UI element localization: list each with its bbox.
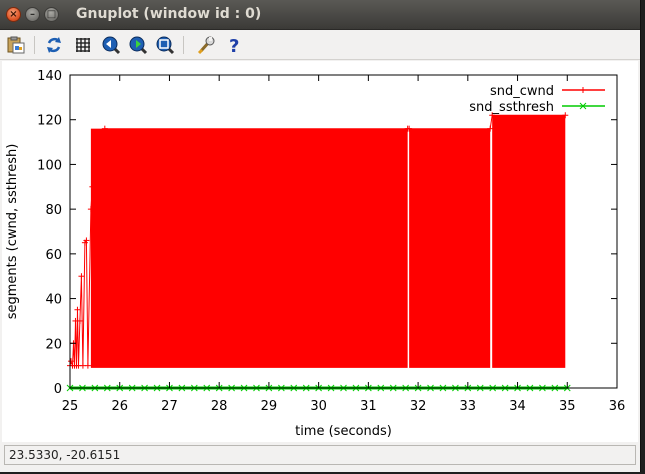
y-tick-label: 40 — [45, 293, 62, 308]
cwnd-point-13 — [83, 237, 90, 244]
x-tick-label: 27 — [161, 399, 178, 414]
cwnd-point-7 — [74, 306, 81, 313]
x-tick-label: 31 — [360, 399, 377, 414]
y-tick-label: 140 — [37, 69, 62, 84]
chart-svg[interactable]: 25 26 27 28 29 30 31 32 33 34 35 36 0 20 40 60 80 100 120 1… — [2, 61, 638, 442]
x-tick-label: 34 — [509, 399, 526, 414]
window-maximize-button[interactable]: □ — [44, 7, 59, 22]
x-tick-label: 29 — [261, 399, 278, 414]
cwnd-point-16 — [89, 183, 96, 190]
clipboard-copy-icon[interactable] — [5, 34, 27, 56]
cwnd-point-19 — [96, 132, 103, 139]
cwnd-point-10 — [78, 273, 85, 280]
cwnd-point-15 — [87, 206, 94, 213]
replot-icon[interactable] — [43, 34, 65, 56]
window-close-button[interactable]: × — [6, 7, 21, 22]
toolbar-separator — [183, 36, 184, 54]
cwnd-point-22 — [406, 125, 413, 132]
settings-wrench-icon[interactable] — [195, 34, 217, 56]
help-icon[interactable]: ? — [223, 34, 245, 57]
title-bar[interactable]: × – □ Gnuplot (window id : 0) — [0, 0, 640, 30]
x-tick-label: 32 — [410, 399, 427, 414]
x-axis-label: time (seconds) — [295, 424, 392, 439]
window-minimize-button[interactable]: – — [25, 7, 40, 22]
toolbar: ? — [0, 30, 640, 60]
y-tick-label: 120 — [37, 114, 62, 129]
x-tick-label: 30 — [310, 399, 327, 414]
y-tick-label: 20 — [45, 337, 62, 352]
status-bar: 23.5330, -20.6151 — [0, 442, 640, 472]
cwnd-point-9 — [76, 317, 83, 324]
plot-border — [69, 74, 618, 389]
cwnd-point-25 — [562, 112, 569, 119]
legend-label-snd-ssthresh: snd_ssthresh — [469, 100, 554, 115]
x-tick-label: 36 — [609, 399, 626, 414]
x-tick-label: 33 — [460, 399, 477, 414]
legend-marker-snd-ssthresh-2 — [579, 102, 587, 110]
window-title: Gnuplot (window id : 0) — [76, 6, 262, 22]
cwnd-band-2 — [492, 115, 566, 368]
toolbar-separator — [34, 36, 35, 54]
zoom-previous-icon[interactable] — [100, 34, 122, 56]
cwnd-point-20 — [101, 125, 108, 132]
cwnd-band-0 — [90, 128, 408, 368]
autoscale-icon[interactable] — [154, 34, 176, 56]
cwnd-point-1 — [67, 358, 74, 365]
cwnd-point-17 — [91, 170, 98, 177]
y-tick-label: 60 — [45, 248, 62, 263]
plot-canvas[interactable]: 25 26 27 28 29 30 31 32 33 34 35 36 0 20 40 60 80 100 120 1… — [2, 61, 638, 442]
svg-text:?: ? — [229, 36, 239, 56]
x-tick-label: 25 — [62, 399, 79, 414]
cwnd-band-1 — [409, 128, 491, 368]
desktop-background — [0, 472, 645, 474]
cursor-coordinates: 23.5330, -20.6151 — [4, 445, 636, 465]
x-tick-label: 28 — [211, 399, 228, 414]
y-tick-label: 80 — [45, 203, 62, 218]
cwnd-point-18 — [94, 150, 101, 157]
zoom-next-icon[interactable] — [127, 34, 149, 56]
y-axis-label: segments (cwnd, ssthresh) — [5, 144, 20, 320]
y-tick-label: 100 — [37, 158, 62, 173]
cwnd-point-14 — [84, 362, 91, 369]
cwnd-line — [69, 114, 566, 366]
legend-label-snd-cwnd: snd_cwnd — [490, 84, 554, 99]
x-tick-label: 26 — [111, 399, 128, 414]
x-tick-label: 35 — [559, 399, 576, 414]
grid-icon[interactable] — [72, 34, 94, 56]
y-tick-label: 0 — [54, 382, 62, 397]
cwnd-point-23 — [487, 125, 494, 132]
cwnd-point-24 — [489, 112, 496, 119]
